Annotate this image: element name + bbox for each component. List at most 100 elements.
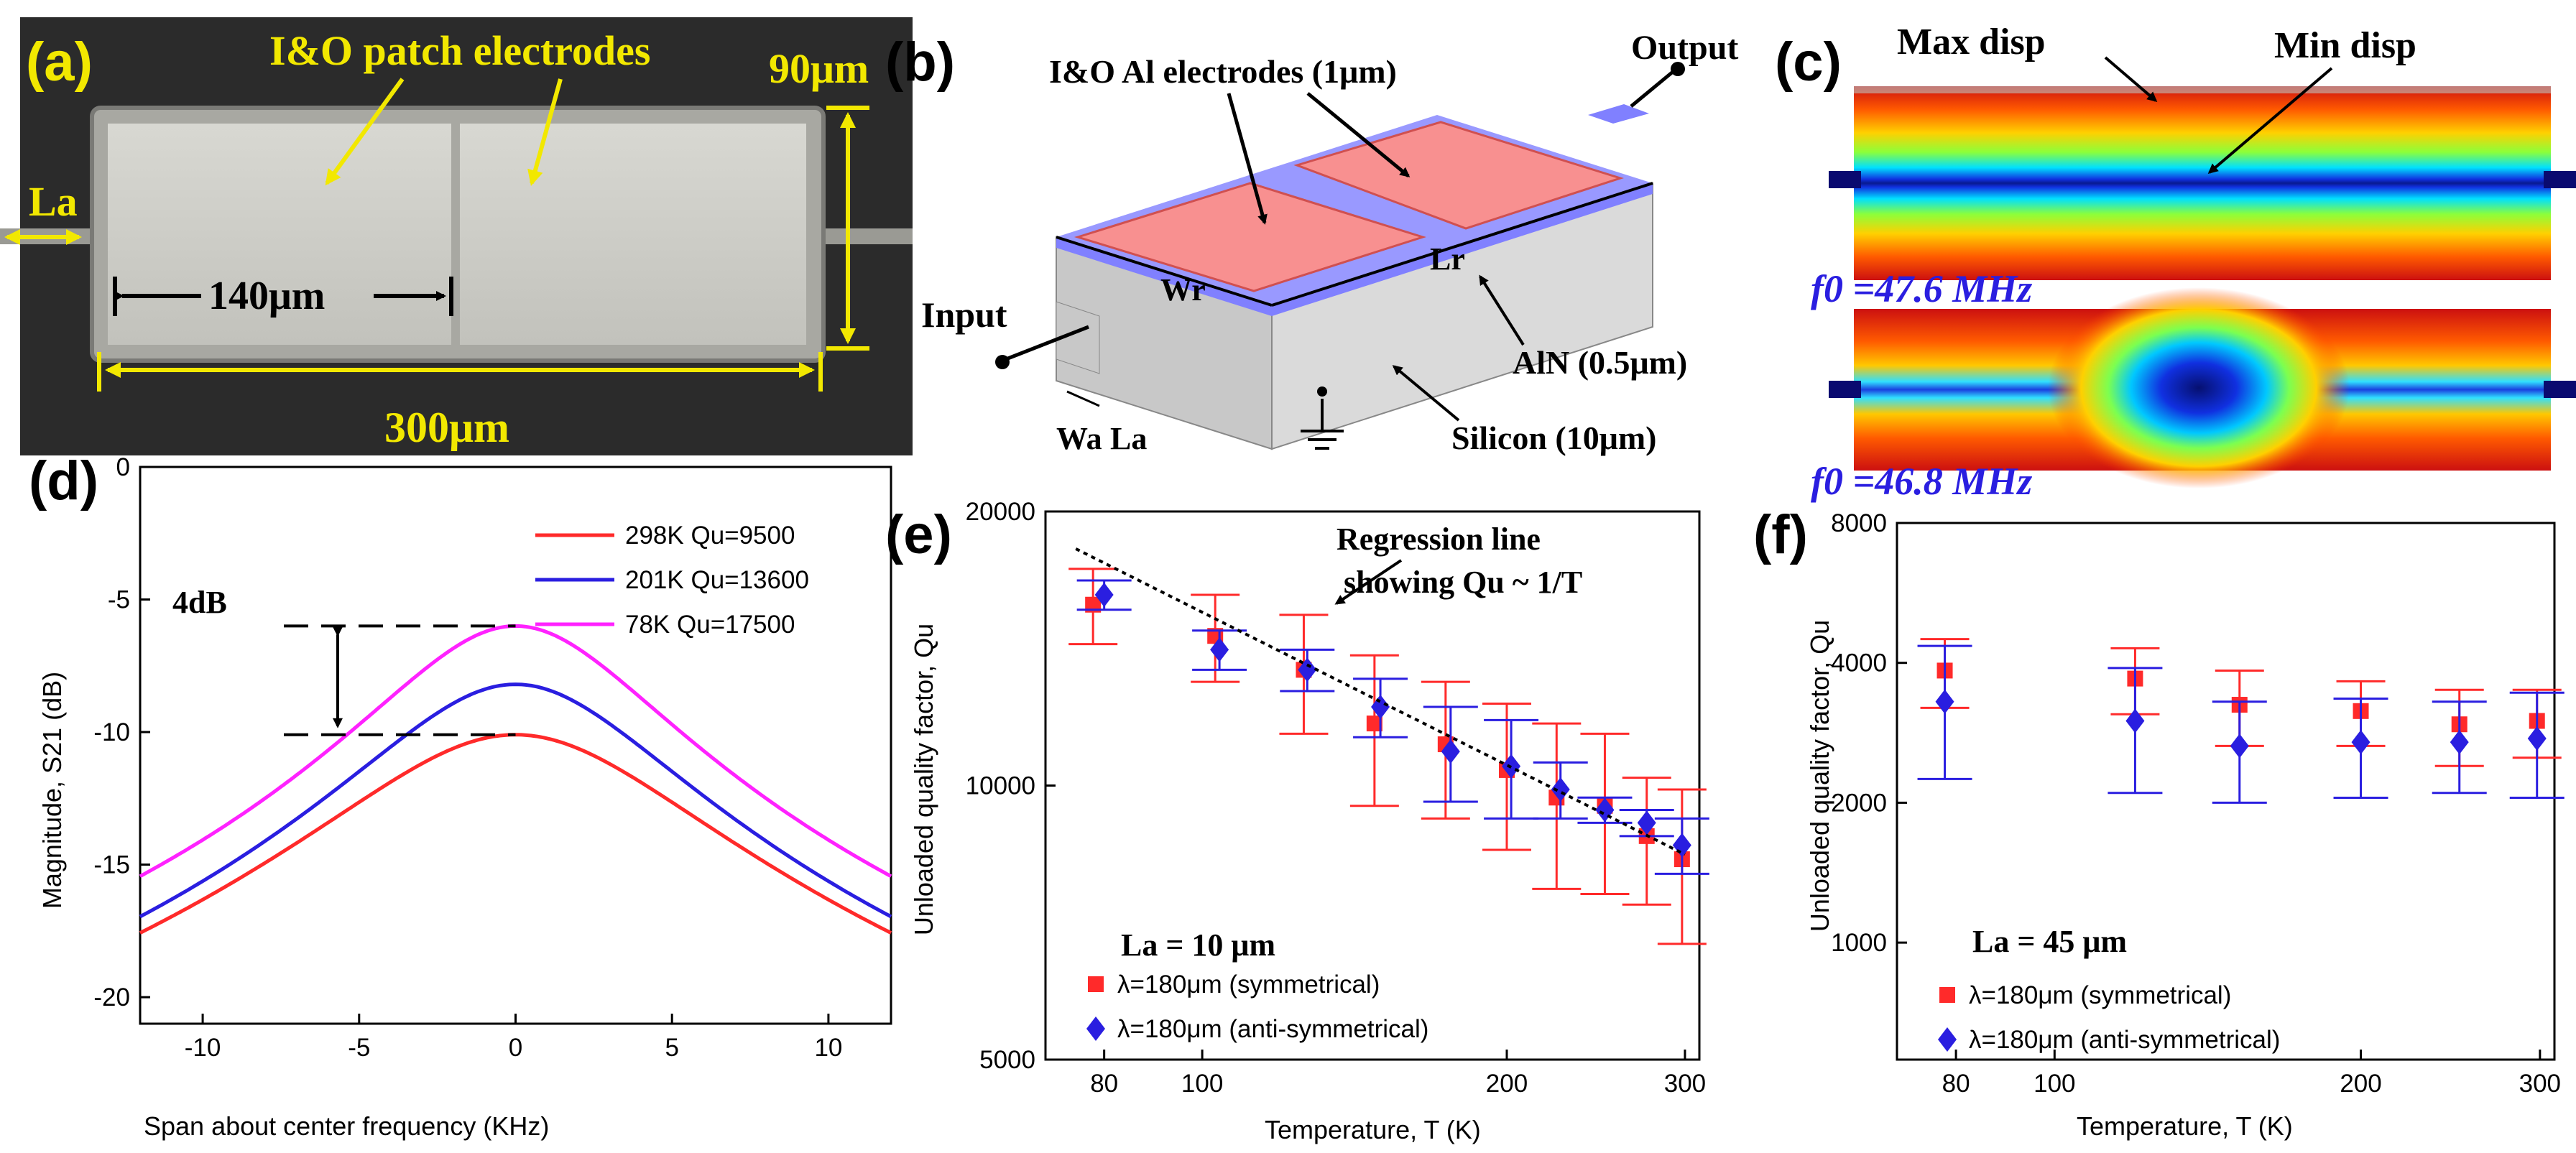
panel-label-d: (d) [29,450,98,511]
output-terminal [1671,62,1685,76]
panel-label-e: (e) [885,504,952,565]
output-electrode [460,124,806,345]
panel-label-a: (a) [26,32,93,93]
point-f-1-2 [2230,733,2249,759]
regression-label-line1: Regression line [1337,522,1541,557]
x-tick-label-d-4: 10 [814,1034,842,1062]
panel-b: (b) I&O Al electrodes (1μm) Output Input… [885,29,1738,456]
panel-a-title: I&O patch electrodes [269,27,651,74]
la-annotation-e: La = 10 μm [1121,927,1275,963]
width-label: 300μm [384,404,509,451]
anchor-right [1588,104,1649,124]
arrow-silicon [1392,365,1460,422]
chart-d: -10 -5 0 5 10 0 -5 -10 -15 -20 298K Qu=9500 201K Qu… [93,453,892,1062]
point-f-1-5 [2527,726,2547,751]
lr-dimension [1271,182,1653,307]
plot-frame-f [1896,522,2556,1061]
y-tick-label-e-2: 20000 [966,498,1035,526]
x-tick-label-e-2: 200 [1486,1070,1528,1098]
f0-top-label: f0 =47.6 MHz [1811,267,2032,310]
x-axis-label-f: Temperature, T (K) [2077,1111,2293,1141]
legend-marker-e-1 [1086,1017,1105,1041]
half-width-label: 140μm [208,274,325,318]
aln-front-edge [1056,237,1272,316]
legend-label-d-2: 78K Qu=17500 [625,611,795,639]
arrow-electrode-left [325,78,405,186]
mode-top-outline [1854,86,2551,93]
panel-label-f: (f) [1753,504,1808,565]
legend-marker-f-0 [1939,987,1955,1003]
panel-label-c: (c) [1775,32,1842,93]
y-tick-label-e-1: 10000 [966,772,1035,800]
series-line-d-1 [139,682,892,919]
legend-label-d-1: 201K Qu=13600 [625,566,809,594]
arrow-electrodes-1 [1227,93,1268,225]
y-tick-label-d-4: -20 [93,983,130,1011]
aln-side-edge [1272,183,1653,316]
series-line-d-0 [139,733,892,935]
point-f-1-4 [2450,730,2469,755]
legend-label-d-0: 298K Qu=9500 [625,522,795,550]
wa-label: Wa [1056,421,1102,456]
point-f-1-0 [1935,689,1954,714]
la-label-b: La [1110,421,1147,456]
legend-marker-f-1 [1938,1027,1957,1052]
panel-f: (f) 80 100 200 300 1000 2000 4000 8000 λ=180μm (… [1753,504,2565,1141]
y-axis-label-e: Unloaded quality factor, Qu [909,624,938,935]
wa-dimension [1066,390,1100,407]
input-electrode-3d [1074,182,1426,292]
output-lead [1630,70,1674,108]
la-annotation-f: La = 45 μm [1972,924,2127,959]
output-label: Output [1631,29,1738,67]
x-tick-label-e-3: 300 [1664,1070,1706,1098]
lr-label: Lr [1430,241,1465,277]
y-axis-label-d: Magnitude, S21 (dB) [37,672,67,909]
panel-label-b: (b) [885,32,955,93]
y-axis-label-f: Unloaded quality factor, Qu [1805,620,1834,932]
point-e-0-3 [1366,716,1382,732]
mode-shape-top [1854,86,2551,280]
electrodes-label: I&O Al electrodes (1μm) [1049,53,1397,90]
y-tick-label-d-3: -15 [93,851,130,879]
la-label-a: La [29,178,78,225]
panel-c: (c) Max disp Min disp f0 =47.6 MHz f0 =4… [1775,22,2576,503]
regression-label-line2: showing Qu ~ 1/T [1344,565,1582,600]
arrow-aln [1479,274,1525,346]
series-line-d-2 [139,624,892,878]
chart-e: 80 100 200 300 5000 10000 20000 λ=180μm (symmet… [966,498,1709,1098]
mode-bottom-anchor-left [1829,381,1861,398]
arrow-min-disp [2207,67,2333,174]
point-f-1-3 [2351,730,2370,755]
min-disp-label: Min disp [2274,25,2416,66]
legend-marker-e-0 [1088,976,1104,992]
x-tick-label-f-2: 200 [2340,1070,2381,1098]
input-lead [1005,325,1089,361]
x-axis-label-d: Span about center frequency (KHz) [144,1111,549,1141]
x-tick-label-d-1: -5 [348,1034,370,1062]
input-terminal [995,355,1010,369]
max-disp-label: Max disp [1897,22,2046,62]
x-tick-label-d-3: 5 [665,1034,678,1062]
mode-bottom-anchor-right [2544,381,2576,398]
x-tick-label-f-1: 100 [2033,1070,2075,1098]
y-tick-label-d-1: -5 [108,586,130,614]
chart-f: 80 100 200 300 1000 2000 4000 8000 λ=180μm (symm… [1831,509,2565,1098]
panel-d: (d) -10 -5 0 5 10 0 -5 -10 -15 -20 298K Qu=9500 201… [29,450,892,1141]
y-tick-label-f-1: 2000 [1831,789,1887,817]
arrow-electrodes-2 [1306,92,1411,177]
x-axis-label-e: Temperature, T (K) [1265,1115,1481,1144]
f0-bottom-label: f0 =46.8 MHz [1811,460,2032,503]
legend-label-e-0: λ=180μm (symmetrical) [1117,971,1380,999]
x-tick-label-d-2: 0 [509,1034,522,1062]
point-e-1-4 [1441,739,1460,764]
point-e-1-6 [1551,777,1570,802]
height-label: 90μm [769,45,869,92]
y-tick-label-d-2: -10 [93,718,130,746]
legend-label-f-0: λ=180μm (symmetrical) [1969,981,2231,1009]
arrow-regression [1334,559,1403,605]
y-tick-label-f-3: 8000 [1831,509,1887,537]
point-e-1-3 [1371,695,1390,720]
x-tick-label-f-0: 80 [1942,1070,1970,1098]
delta-label-d: 4dB [172,585,227,620]
